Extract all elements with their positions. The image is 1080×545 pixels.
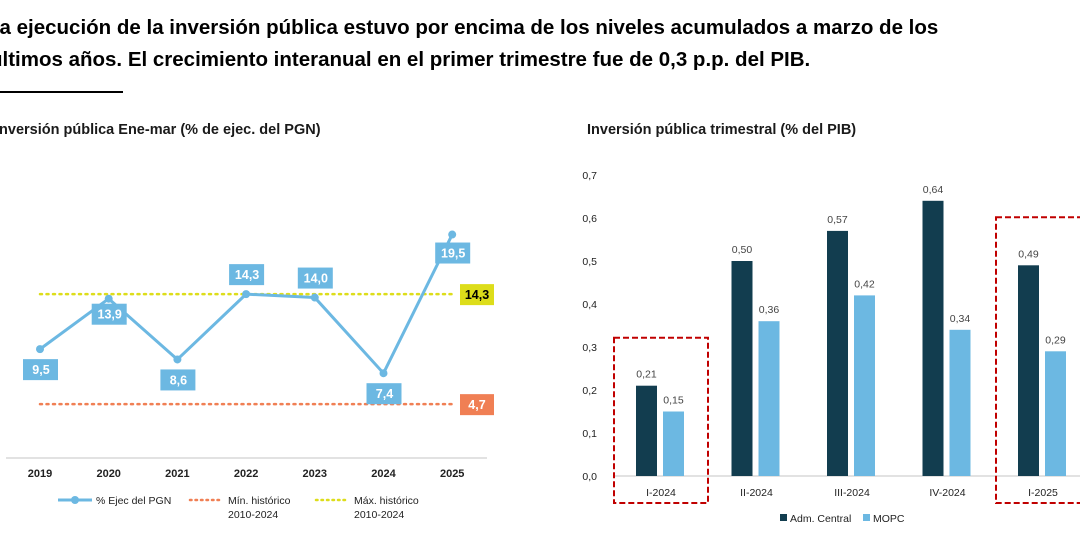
- data-label: 14,0: [304, 272, 328, 286]
- line-chart-title: Inversión pública Ene-mar (% de ejec. de…: [0, 122, 321, 138]
- legend-marker: [71, 496, 79, 504]
- bar-value-label: 0,34: [950, 313, 971, 325]
- y-tick-label: 0,1: [582, 428, 597, 440]
- y-tick-label: 0,4: [582, 299, 597, 311]
- x-tick-label: I-2025: [1028, 487, 1058, 499]
- reference-label: 4,7: [468, 398, 485, 412]
- y-tick-label: 0,6: [582, 213, 597, 225]
- bar-value-label: 0,36: [759, 304, 780, 316]
- bar: [922, 200, 944, 477]
- x-tick-label: 2022: [234, 468, 258, 480]
- highlight-box: [613, 336, 709, 505]
- data-point: [379, 369, 388, 378]
- y-tick-label: 0,2: [582, 385, 597, 397]
- x-tick-label: III-2024: [834, 487, 870, 499]
- x-tick-label: II-2024: [740, 487, 773, 499]
- data-point: [104, 294, 113, 303]
- data-label-box: [297, 267, 333, 289]
- legend-label: MOPC: [873, 513, 905, 525]
- bar-chart-title: Inversión pública trimestral (% del PIB): [587, 122, 857, 138]
- data-label: 8,6: [170, 373, 187, 387]
- y-tick-label: 0,5: [582, 256, 597, 268]
- x-tick-label: IV-2024: [929, 487, 965, 499]
- bar: [731, 261, 753, 476]
- legend-label: Adm. Central: [790, 513, 851, 525]
- x-tick-label: 2023: [303, 468, 327, 480]
- headline-rule: [0, 91, 123, 93]
- bar: [636, 385, 657, 476]
- data-label: 13,9: [98, 308, 122, 322]
- bar: [1045, 351, 1066, 476]
- bar: [663, 411, 684, 476]
- data-point: [173, 355, 182, 364]
- legend-label: 2010-2024: [228, 509, 278, 521]
- data-point: [242, 290, 251, 299]
- data-label-box: [366, 383, 402, 405]
- reference-label-box: [460, 284, 494, 306]
- bar-value-label: 0,15: [663, 395, 684, 407]
- bar-value-label: 0,49: [1018, 248, 1039, 260]
- data-point: [36, 345, 44, 354]
- bar-value-label: 0,29: [1045, 334, 1066, 346]
- bar: [827, 230, 848, 476]
- data-label-box: [435, 242, 471, 264]
- data-label: 19,5: [441, 247, 465, 261]
- data-label-box: [160, 369, 196, 391]
- x-tick-label: 2019: [28, 468, 52, 480]
- legend-label: Máx. histórico: [354, 495, 419, 507]
- legend-swatch: [780, 514, 787, 521]
- y-tick-label: 0,7: [582, 170, 597, 182]
- legend-label: Mín. histórico: [228, 495, 291, 507]
- highlight-box: [995, 216, 1080, 505]
- data-label: 7,4: [376, 387, 393, 401]
- x-tick-label: 2021: [165, 468, 189, 480]
- data-label-box: [91, 303, 127, 325]
- bar-value-label: 0,50: [732, 244, 753, 256]
- x-tick-label: 2024: [371, 468, 396, 480]
- x-tick-label: I-2024: [646, 487, 676, 499]
- bar-value-label: 0,64: [923, 184, 944, 196]
- data-label-box: [23, 359, 58, 381]
- legend-label: 2010-2024: [354, 509, 404, 521]
- data-label: 14,3: [235, 268, 259, 282]
- headline-line-1: La ejecución de la inversión pública est…: [0, 16, 939, 39]
- headline-line-2: últimos años. El crecimiento interanual …: [0, 48, 811, 71]
- bar-value-label: 0,42: [854, 278, 875, 290]
- legend-label: % Ejec del PGN: [96, 495, 171, 507]
- data-point: [448, 230, 457, 239]
- reference-label: 14,3: [465, 288, 489, 302]
- bar: [949, 329, 971, 476]
- legend-swatch: [863, 514, 870, 521]
- data-label: 9,5: [32, 363, 49, 377]
- y-tick-label: 0,0: [582, 471, 597, 483]
- bar: [854, 295, 875, 476]
- y-tick-label: 0,3: [582, 342, 597, 354]
- x-tick-label: 2025: [440, 468, 464, 480]
- bar-value-label: 0,21: [636, 369, 657, 381]
- bar: [1018, 265, 1039, 476]
- x-tick-label: 2020: [96, 468, 120, 480]
- reference-label-box: [460, 394, 494, 416]
- bar: [758, 321, 780, 476]
- bar-value-label: 0,57: [827, 214, 848, 226]
- data-label-box: [229, 264, 265, 286]
- data-point: [310, 293, 319, 302]
